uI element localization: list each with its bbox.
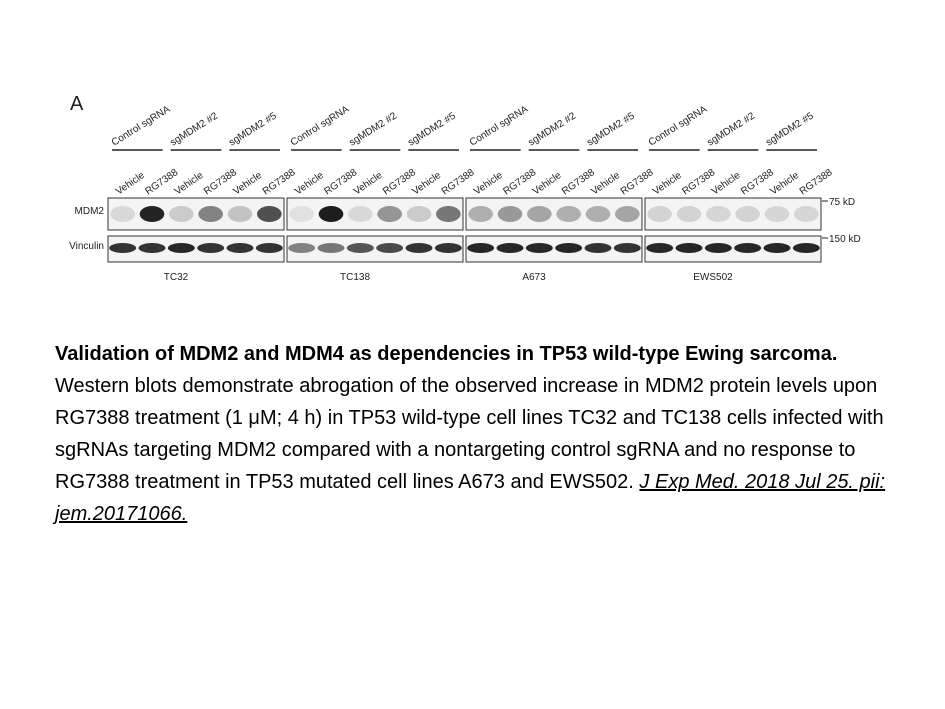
- band: [525, 243, 553, 253]
- blot-frame: [465, 197, 643, 231]
- band: [226, 243, 254, 253]
- band: [169, 206, 194, 222]
- group-label: sgMDM2 #2: [168, 110, 220, 148]
- lane-label: Vehicle: [651, 170, 684, 198]
- caption: Validation of MDM2 and MDM4 as dependenc…: [55, 338, 925, 530]
- band: [317, 243, 345, 253]
- cell-line-label: A673: [522, 272, 546, 283]
- band: [376, 243, 404, 253]
- group-label: sgMDM2 #5: [406, 110, 458, 148]
- group-label: sgMDM2 #2: [705, 110, 757, 148]
- band: [496, 243, 524, 253]
- caption-title: Validation of MDM2 and MDM4 as dependenc…: [55, 343, 838, 365]
- band: [318, 206, 344, 222]
- cell-line-label: TC32: [164, 272, 189, 283]
- group-label: sgMDM2 #2: [526, 110, 578, 148]
- band: [346, 243, 374, 253]
- row-label: Vinculin: [69, 241, 104, 252]
- blot-frame: [465, 235, 643, 263]
- band: [556, 206, 581, 222]
- marker-label: 150 kD: [829, 234, 861, 245]
- blot-frame: [107, 235, 285, 263]
- group-label: sgMDM2 #5: [764, 110, 816, 148]
- band: [257, 206, 282, 222]
- band: [288, 243, 316, 253]
- band: [734, 243, 762, 253]
- figure: A MDM2 Vinculin 75 kD 150 kD VehicleRG73…: [69, 93, 861, 283]
- band: [467, 243, 495, 253]
- band: [289, 206, 314, 222]
- band: [647, 206, 672, 222]
- band: [613, 243, 641, 253]
- band: [675, 243, 703, 253]
- band: [706, 206, 731, 222]
- band: [110, 206, 135, 222]
- band: [377, 206, 402, 222]
- band: [735, 206, 760, 222]
- band: [704, 243, 732, 253]
- caption-body: Western blots demonstrate abrogation of …: [55, 375, 884, 493]
- band: [468, 206, 493, 222]
- lane-label: Vehicle: [114, 170, 147, 198]
- lane-label: RG7388: [619, 167, 656, 198]
- band: [198, 206, 223, 222]
- band: [794, 206, 819, 222]
- blot-frame: [644, 235, 822, 263]
- band: [497, 206, 523, 222]
- band: [646, 243, 674, 253]
- group-label: Control sgRNA: [647, 104, 710, 149]
- band: [139, 206, 165, 222]
- band: [255, 243, 283, 253]
- band: [406, 206, 432, 222]
- band: [527, 206, 552, 222]
- band: [555, 243, 583, 253]
- band: [615, 206, 640, 222]
- group-label: sgMDM2 #5: [227, 110, 279, 148]
- band: [167, 243, 195, 253]
- band: [585, 206, 611, 222]
- band: [434, 243, 462, 253]
- cell-line-label: TC138: [340, 272, 370, 283]
- group-label: sgMDM2 #2: [347, 110, 399, 148]
- band: [676, 206, 702, 222]
- blot-frame: [107, 197, 285, 231]
- band: [227, 206, 253, 222]
- band: [764, 206, 790, 222]
- blot-frame: [286, 197, 464, 231]
- band: [109, 243, 137, 253]
- band: [792, 243, 820, 253]
- band: [348, 206, 373, 222]
- cell-line-label: EWS502: [693, 272, 733, 283]
- group-label: Control sgRNA: [468, 104, 531, 149]
- group-label: Control sgRNA: [110, 104, 173, 149]
- lane-label: Vehicle: [472, 170, 505, 198]
- row-label: MDM2: [75, 206, 105, 217]
- group-label: sgMDM2 #5: [585, 110, 637, 148]
- band: [436, 206, 461, 222]
- lane-label: RG7388: [261, 167, 298, 198]
- band: [405, 243, 433, 253]
- group-label: Control sgRNA: [289, 104, 352, 149]
- lane-label: RG7388: [798, 167, 835, 198]
- band: [197, 243, 225, 253]
- band: [138, 243, 166, 253]
- lane-label: Vehicle: [293, 170, 326, 198]
- blot-frame: [286, 235, 464, 263]
- band: [763, 243, 791, 253]
- marker-label: 75 kD: [829, 197, 855, 208]
- blot-frame: [644, 197, 822, 231]
- citation-link[interactable]: J Exp Med. 2018 Jul 25. pii: jem.2017106…: [55, 471, 886, 525]
- panel-label: A: [70, 93, 84, 115]
- band: [584, 243, 612, 253]
- lane-label: RG7388: [440, 167, 477, 198]
